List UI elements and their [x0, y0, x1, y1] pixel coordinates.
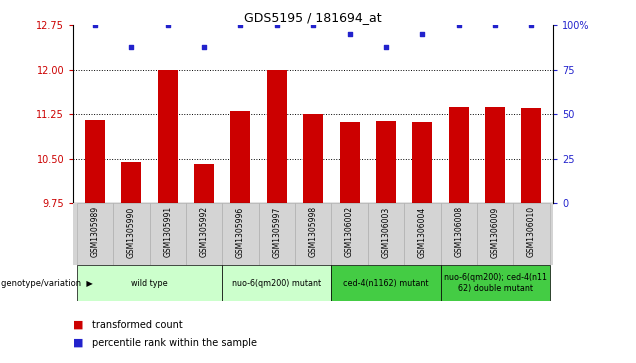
Bar [441, 265, 550, 301]
Bar [259, 203, 295, 265]
Point [417, 31, 427, 37]
Text: genotype/variation  ▶: genotype/variation ▶ [1, 279, 93, 287]
Bar [404, 203, 441, 265]
Text: GSM1305998: GSM1305998 [308, 206, 318, 257]
Text: GSM1306008: GSM1306008 [454, 206, 463, 257]
Text: GSM1305997: GSM1305997 [272, 206, 281, 258]
Point [308, 23, 319, 28]
Text: wild type: wild type [131, 279, 168, 287]
Text: GSM1306009: GSM1306009 [490, 206, 500, 258]
Bar [449, 107, 469, 203]
Text: transformed count: transformed count [92, 320, 183, 330]
Text: GSM1305996: GSM1305996 [236, 206, 245, 258]
Bar [267, 70, 287, 203]
Bar [149, 203, 186, 265]
Bar [485, 107, 505, 203]
Text: GSM1305990: GSM1305990 [127, 206, 136, 258]
Bar [331, 203, 368, 265]
Bar [85, 120, 105, 203]
Point [527, 23, 537, 28]
Bar [522, 109, 541, 203]
Point [90, 23, 100, 28]
Bar [477, 203, 513, 265]
Point [199, 44, 209, 50]
Bar [441, 203, 477, 265]
Bar [223, 265, 331, 301]
Text: GSM1306004: GSM1306004 [418, 206, 427, 258]
Text: GSM1305991: GSM1305991 [163, 206, 172, 257]
Text: percentile rank within the sample: percentile rank within the sample [92, 338, 257, 348]
Bar [331, 265, 441, 301]
Bar [194, 164, 214, 203]
Point [235, 23, 245, 28]
Text: GSM1305992: GSM1305992 [200, 206, 209, 257]
Bar [303, 114, 323, 203]
Bar [295, 203, 331, 265]
Point [272, 23, 282, 28]
Point [127, 44, 137, 50]
Point [163, 23, 173, 28]
Text: ■: ■ [73, 320, 84, 330]
Text: ■: ■ [73, 338, 84, 348]
Bar [376, 121, 396, 203]
Bar [340, 122, 359, 203]
Title: GDS5195 / 181694_at: GDS5195 / 181694_at [244, 11, 382, 24]
Text: nuo-6(qm200); ced-4(n11
62) double mutant: nuo-6(qm200); ced-4(n11 62) double mutan… [444, 273, 546, 293]
Bar [158, 70, 177, 203]
Bar [368, 203, 404, 265]
Text: GSM1306002: GSM1306002 [345, 206, 354, 257]
Text: GSM1306003: GSM1306003 [382, 206, 391, 258]
Text: GSM1305989: GSM1305989 [90, 206, 99, 257]
Bar [121, 162, 141, 203]
Bar [77, 203, 113, 265]
Bar [412, 122, 432, 203]
Bar [77, 265, 223, 301]
Point [490, 23, 500, 28]
Bar [230, 111, 251, 203]
Text: nuo-6(qm200) mutant: nuo-6(qm200) mutant [232, 279, 321, 287]
Bar [186, 203, 223, 265]
Text: ced-4(n1162) mutant: ced-4(n1162) mutant [343, 279, 429, 287]
Bar [513, 203, 550, 265]
Point [345, 31, 355, 37]
Text: GSM1306010: GSM1306010 [527, 206, 536, 257]
Point [453, 23, 464, 28]
Bar [113, 203, 149, 265]
Point [381, 44, 391, 50]
Bar [223, 203, 259, 265]
